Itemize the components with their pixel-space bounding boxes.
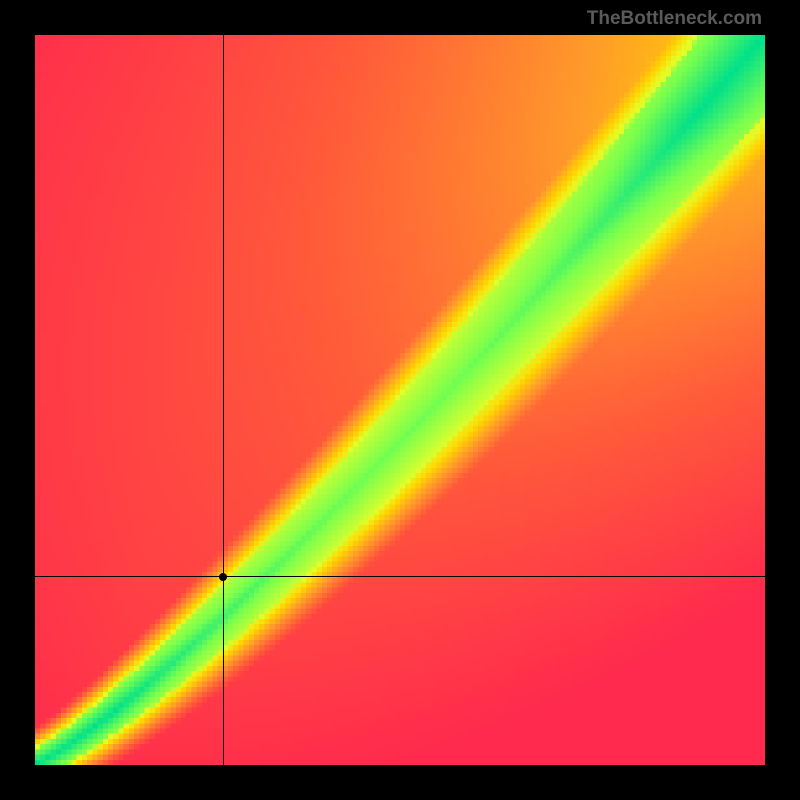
- heatmap-canvas: [35, 35, 765, 765]
- watermark-text: TheBottleneck.com: [587, 8, 762, 30]
- heatmap-plot: [35, 35, 765, 765]
- crosshair-horizontal: [35, 576, 765, 577]
- selection-marker: [219, 573, 227, 581]
- crosshair-vertical: [223, 35, 224, 765]
